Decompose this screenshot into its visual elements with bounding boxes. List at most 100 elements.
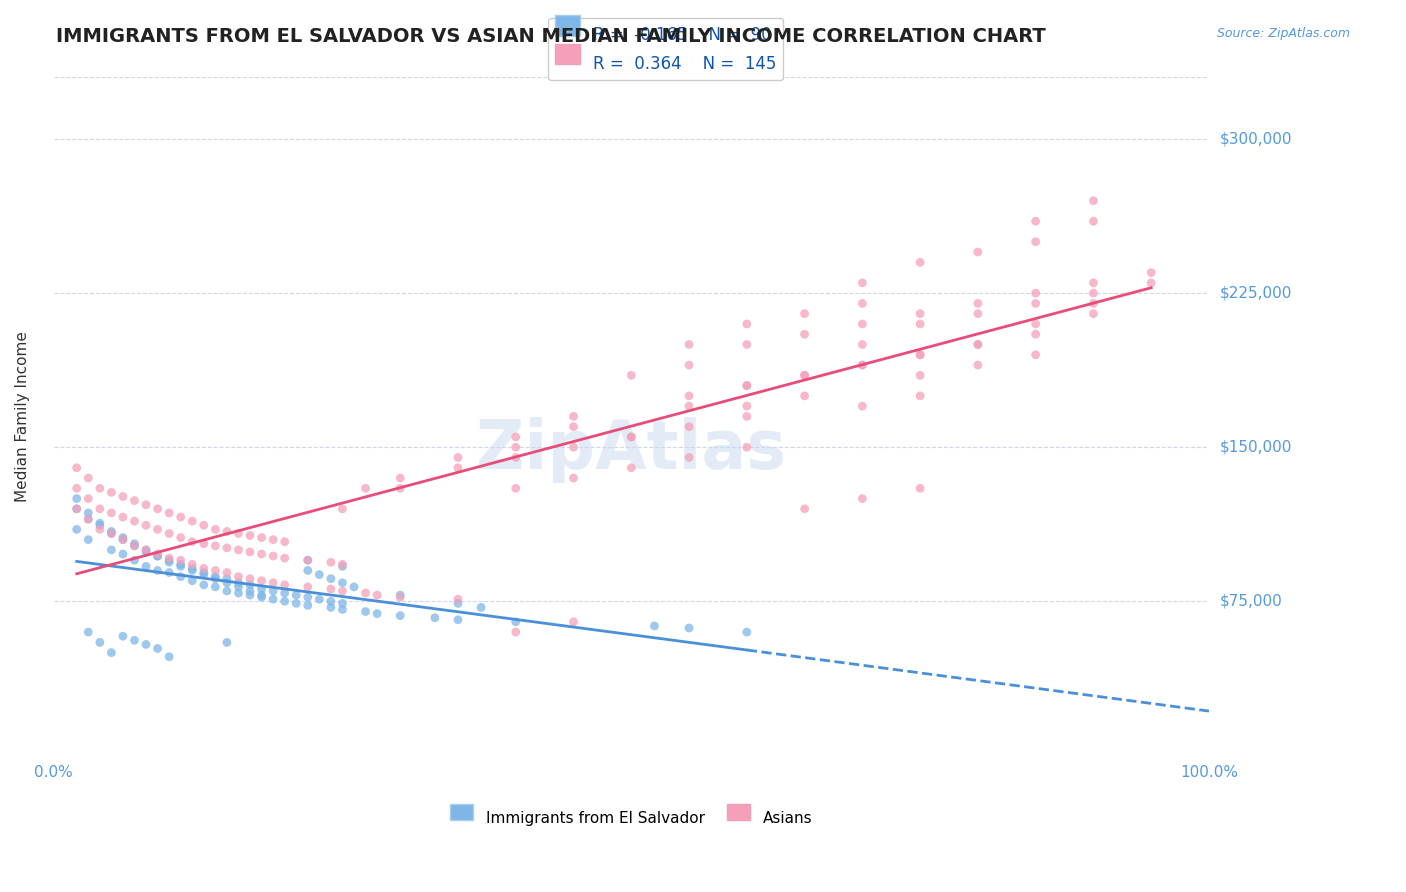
Point	[181, 561, 204, 575]
Point	[908, 481, 931, 495]
Point	[193, 566, 215, 580]
Point	[215, 635, 238, 649]
Point	[111, 547, 134, 561]
Point	[851, 276, 873, 290]
Point	[111, 531, 134, 545]
Point	[124, 553, 146, 567]
Point	[297, 553, 319, 567]
Point	[967, 358, 990, 372]
Point	[66, 501, 89, 516]
Point	[319, 600, 342, 615]
Point	[146, 522, 169, 536]
Point	[354, 481, 377, 495]
Point	[262, 592, 284, 607]
Point	[967, 245, 990, 260]
Point	[146, 501, 169, 516]
Point	[215, 575, 238, 590]
Point	[851, 317, 873, 331]
Point	[735, 378, 758, 392]
Point	[1083, 276, 1105, 290]
Point	[250, 590, 273, 604]
Text: IMMIGRANTS FROM EL SALVADOR VS ASIAN MEDIAN FAMILY INCOME CORRELATION CHART: IMMIGRANTS FROM EL SALVADOR VS ASIAN MED…	[56, 27, 1046, 45]
Legend: Immigrants from El Salvador, Asians: Immigrants from El Salvador, Asians	[444, 804, 818, 832]
Point	[735, 378, 758, 392]
Point	[1025, 348, 1047, 362]
Point	[228, 580, 250, 594]
Point	[1083, 286, 1105, 301]
Point	[423, 610, 446, 624]
Point	[297, 590, 319, 604]
Point	[215, 566, 238, 580]
Point	[851, 399, 873, 413]
Point	[239, 528, 262, 542]
Point	[157, 555, 180, 569]
Point	[262, 584, 284, 599]
Point	[273, 534, 295, 549]
Point	[135, 542, 157, 557]
Point	[228, 586, 250, 600]
Point	[366, 607, 388, 621]
Point	[851, 337, 873, 351]
Point	[678, 399, 700, 413]
Point	[181, 514, 204, 528]
Point	[111, 490, 134, 504]
Point	[273, 586, 295, 600]
Point	[297, 553, 319, 567]
Point	[89, 501, 111, 516]
Point	[1025, 235, 1047, 249]
Point	[735, 337, 758, 351]
Point	[908, 368, 931, 383]
Point	[228, 542, 250, 557]
Point	[332, 596, 354, 610]
Point	[1140, 276, 1163, 290]
Point	[204, 522, 226, 536]
Point	[250, 588, 273, 602]
Point	[135, 559, 157, 574]
Point	[77, 512, 100, 526]
Point	[1083, 194, 1105, 208]
Point	[735, 399, 758, 413]
Point	[735, 440, 758, 454]
Point	[908, 307, 931, 321]
Text: ZipAtlas: ZipAtlas	[477, 417, 786, 483]
Point	[505, 450, 527, 465]
Point	[250, 574, 273, 588]
Point	[1140, 266, 1163, 280]
Point	[308, 567, 330, 582]
Point	[908, 348, 931, 362]
Point	[262, 533, 284, 547]
Point	[620, 460, 643, 475]
Point	[735, 317, 758, 331]
Point	[170, 531, 193, 545]
Point	[297, 564, 319, 578]
Point	[273, 578, 295, 592]
Point	[124, 537, 146, 551]
Point	[193, 567, 215, 582]
Point	[170, 558, 193, 572]
Point	[332, 501, 354, 516]
Point	[343, 580, 366, 594]
Point	[332, 602, 354, 616]
Point	[89, 635, 111, 649]
Point	[505, 481, 527, 495]
Point	[285, 588, 308, 602]
Point	[170, 569, 193, 583]
Point	[135, 498, 157, 512]
Point	[193, 578, 215, 592]
Point	[100, 524, 122, 539]
Point	[678, 419, 700, 434]
Point	[319, 582, 342, 596]
Point	[793, 501, 815, 516]
Point	[100, 526, 122, 541]
Point	[111, 533, 134, 547]
Point	[157, 649, 180, 664]
Point	[1025, 286, 1047, 301]
Point	[447, 596, 470, 610]
Point	[562, 409, 585, 424]
Point	[389, 481, 412, 495]
Point	[111, 533, 134, 547]
Point	[135, 542, 157, 557]
Point	[77, 491, 100, 506]
Point	[332, 575, 354, 590]
Point	[793, 368, 815, 383]
